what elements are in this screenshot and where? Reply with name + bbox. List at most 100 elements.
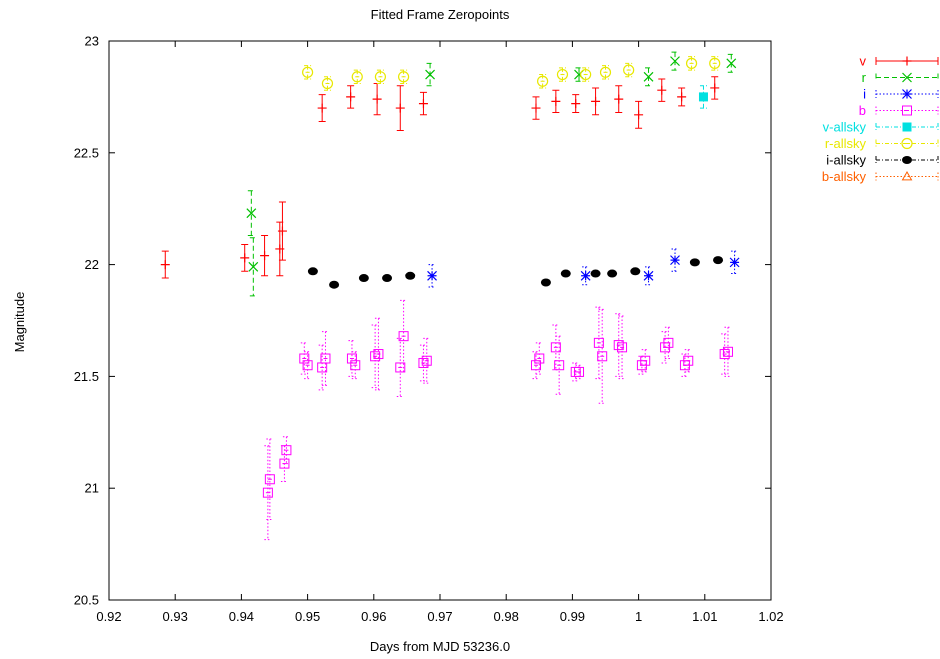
data-point bbox=[160, 260, 170, 270]
legend-marker bbox=[902, 72, 912, 83]
data-point bbox=[599, 66, 612, 78]
data-point bbox=[574, 366, 585, 377]
data-point bbox=[350, 360, 361, 371]
data-point bbox=[722, 346, 733, 357]
data-point bbox=[279, 458, 290, 469]
x-tick-label: 0.97 bbox=[427, 609, 452, 624]
data-point bbox=[346, 353, 357, 364]
series-b bbox=[262, 299, 733, 541]
x-tick-label: 0.92 bbox=[96, 609, 121, 624]
data-point bbox=[560, 269, 571, 278]
data-point bbox=[425, 69, 435, 80]
data-point bbox=[640, 355, 651, 366]
error-bar bbox=[572, 362, 580, 382]
data-point bbox=[530, 360, 541, 371]
data-point bbox=[726, 58, 737, 69]
data-point bbox=[670, 255, 680, 266]
y-tick-label: 22.5 bbox=[74, 145, 99, 160]
x-tick-label: 0.94 bbox=[229, 609, 254, 624]
error-bar bbox=[664, 326, 672, 360]
data-point bbox=[614, 94, 624, 104]
series-i-allsky bbox=[307, 256, 724, 289]
legend-label: b bbox=[859, 103, 866, 118]
error-bar bbox=[282, 436, 290, 465]
data-point bbox=[613, 340, 624, 351]
data-point bbox=[685, 57, 698, 69]
data-point bbox=[719, 349, 730, 360]
data-point bbox=[571, 99, 581, 109]
legend-label: v-allsky bbox=[823, 120, 867, 135]
axes: 0.92 0.93 0.94 0.95 0.96 0.97 0.98 0.99 1 1.01 1.0… bbox=[74, 34, 784, 625]
data-point bbox=[275, 244, 285, 254]
y-tick-label: 21 bbox=[85, 481, 99, 496]
series-i bbox=[427, 248, 740, 288]
data-point bbox=[677, 92, 687, 102]
data-point bbox=[670, 56, 680, 67]
data-point bbox=[580, 68, 592, 81]
data-point bbox=[698, 92, 708, 102]
legend-label: b-allsky bbox=[822, 169, 867, 184]
legend-line bbox=[875, 106, 939, 115]
data-point bbox=[351, 71, 363, 83]
data-point bbox=[307, 267, 318, 276]
data-point bbox=[346, 92, 356, 102]
data-point bbox=[302, 360, 313, 371]
data-point bbox=[550, 342, 561, 353]
y-tick-label: 20.5 bbox=[74, 593, 99, 608]
y-tick-label: 23 bbox=[85, 34, 99, 49]
x-tick-label: 1.01 bbox=[692, 609, 717, 624]
data-point bbox=[427, 270, 437, 281]
data-point bbox=[358, 274, 369, 283]
legend-marker bbox=[902, 56, 912, 66]
data-point bbox=[321, 77, 334, 90]
data-point bbox=[713, 256, 724, 265]
data-point bbox=[554, 360, 565, 371]
legend-marker bbox=[902, 89, 912, 99]
error-bar bbox=[582, 266, 590, 286]
data-point bbox=[370, 351, 381, 362]
data-point bbox=[397, 71, 410, 83]
y-tick-label: 22 bbox=[85, 257, 99, 272]
data-point bbox=[591, 96, 601, 106]
x-tick-label: 0.95 bbox=[295, 609, 320, 624]
data-marks bbox=[160, 51, 740, 541]
series-v-allsky bbox=[698, 85, 708, 109]
data-point bbox=[302, 66, 314, 78]
x-tick-label: 0.96 bbox=[361, 609, 386, 624]
data-point bbox=[395, 103, 405, 113]
data-point bbox=[382, 274, 393, 283]
data-point bbox=[623, 64, 635, 76]
data-point bbox=[299, 353, 310, 364]
data-point bbox=[372, 94, 382, 104]
data-point bbox=[374, 71, 387, 83]
data-point bbox=[643, 71, 654, 82]
data-point bbox=[418, 357, 429, 368]
data-point bbox=[329, 280, 340, 289]
error-bar bbox=[266, 438, 274, 521]
x-tick-label: 0.99 bbox=[560, 609, 585, 624]
x-tick-label: 1 bbox=[635, 609, 642, 624]
legend-marker bbox=[902, 156, 912, 164]
data-point bbox=[593, 337, 604, 348]
data-point bbox=[260, 251, 270, 261]
data-point bbox=[657, 85, 667, 95]
data-point bbox=[246, 208, 257, 219]
y-axis-label: Magnitude bbox=[12, 292, 27, 353]
data-point bbox=[320, 353, 331, 364]
data-point bbox=[580, 270, 591, 281]
error-bar bbox=[721, 333, 729, 375]
legend-label: v bbox=[860, 54, 867, 69]
legend-line bbox=[875, 90, 939, 98]
legend-label: i bbox=[863, 87, 866, 102]
x-axis-label: Days from MJD 53236.0 bbox=[370, 639, 510, 654]
legend-marker bbox=[901, 137, 913, 150]
data-point bbox=[277, 226, 287, 236]
data-point bbox=[421, 355, 432, 366]
error-bar bbox=[371, 324, 379, 389]
data-point bbox=[373, 349, 384, 360]
data-point bbox=[418, 99, 428, 109]
legend-line bbox=[875, 73, 939, 82]
data-point bbox=[709, 57, 721, 69]
